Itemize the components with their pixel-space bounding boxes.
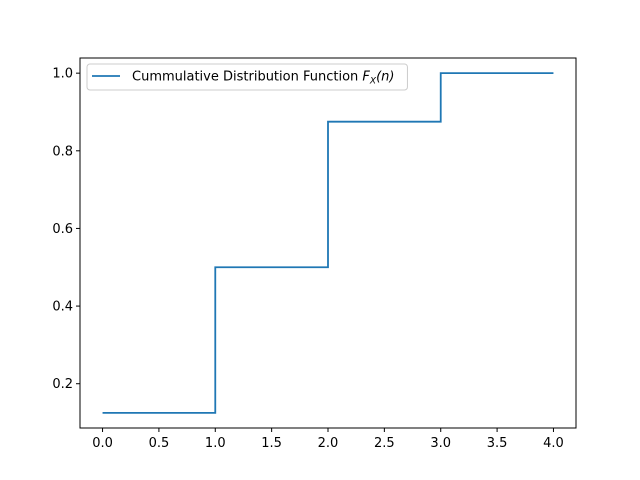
axes-frame — [79, 57, 577, 429]
x-tick-label: 0.0 — [92, 436, 113, 451]
legend-label: Cummulative Distribution Function FX(n) — [132, 70, 394, 87]
x-tick-label: 2.0 — [318, 436, 339, 451]
legend-label-prefix: Cummulative Distribution Function — [132, 70, 362, 85]
y-tick-label: 0.2 — [52, 377, 73, 392]
x-tick-label: 0.5 — [149, 436, 170, 451]
y-tick-label: 0.8 — [52, 144, 73, 159]
y-tick-label: 0.4 — [52, 300, 73, 315]
x-tick-label: 1.0 — [205, 436, 226, 451]
legend-label-math-arg: (n) — [376, 70, 394, 85]
series-line-0 — [102, 72, 554, 414]
legend-box — [86, 63, 408, 91]
y-axis-ticks: 0.2 0.4 0.6 0.8 1.0 — [52, 67, 80, 392]
legend: Cummulative Distribution Function FX(n) — [86, 63, 408, 91]
legend-label-math-sub: X — [369, 77, 377, 87]
x-axis-ticks: 0.0 0.5 1.0 1.5 2.0 2.5 3.0 3.5 4.0 — [92, 428, 564, 451]
x-tick-label: 1.5 — [261, 436, 282, 451]
x-tick-label: 2.5 — [374, 436, 395, 451]
x-tick-label: 4.0 — [543, 436, 564, 451]
y-tick-label: 1.0 — [52, 67, 73, 82]
series-layer — [102, 72, 554, 414]
x-tick-label: 3.0 — [430, 436, 451, 451]
legend-label-math-main: F — [362, 70, 370, 85]
x-tick-label: 3.5 — [487, 436, 508, 451]
y-tick-label: 0.6 — [52, 222, 73, 237]
